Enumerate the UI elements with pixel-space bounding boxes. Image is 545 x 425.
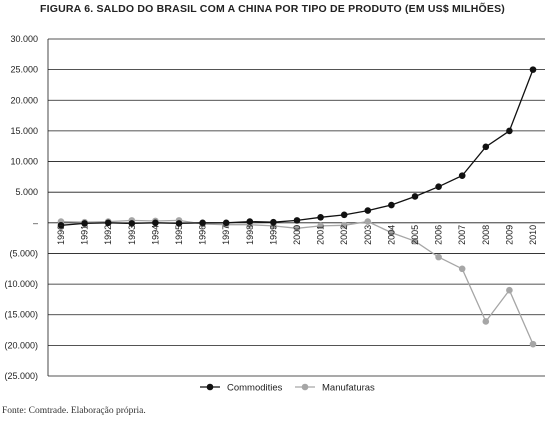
data-point-commodities	[246, 218, 254, 225]
data-point-manufaturas	[458, 265, 466, 273]
x-tick-label: 2004	[386, 225, 396, 245]
legend-marker-commodities	[206, 383, 214, 391]
source-note: Fonte: Comtrade. Elaboração própria.	[2, 406, 146, 416]
data-point-manufaturas	[293, 225, 301, 232]
x-tick-label: 1999	[268, 225, 278, 245]
data-point-manufaturas	[340, 221, 348, 229]
data-point-commodities	[506, 127, 513, 135]
data-point-manufaturas	[364, 218, 372, 225]
data-point-manufaturas	[411, 237, 419, 245]
legend: Commodities Manufaturas	[200, 383, 375, 394]
y-tick-label: 10.000	[10, 157, 38, 167]
data-point-commodities	[81, 220, 88, 227]
x-tick-label: 1996	[198, 225, 208, 245]
data-point-commodities	[435, 183, 442, 190]
x-tick-label: 1995	[174, 225, 184, 245]
x-tick-label: 1993	[127, 225, 137, 245]
x-tick-label: 2005	[410, 225, 420, 245]
x-tick-label: 1990	[56, 225, 66, 245]
data-point-commodities	[388, 201, 395, 209]
series-lines	[57, 66, 537, 348]
data-point-commodities	[364, 207, 372, 214]
data-point-manufaturas	[317, 222, 324, 230]
data-point-commodities	[104, 219, 112, 227]
x-tick-label: 2006	[434, 225, 444, 245]
x-tick-label: 1994	[150, 225, 160, 245]
legend-label-manufaturas: Manufaturas	[322, 383, 375, 394]
y-tick-label: (15.000)	[4, 310, 38, 320]
data-point-commodities	[199, 219, 206, 227]
y-tick-label: (10.000)	[4, 279, 38, 289]
x-tick-label: 2007	[457, 225, 467, 245]
x-tick-label: 1998	[245, 225, 255, 245]
y-tick-label: –	[33, 218, 38, 228]
x-tick-label: 2003	[363, 225, 373, 245]
y-tick-labels: 30.000 25.000 20.000 15.000 10.000 5.000 – (5.0…	[4, 34, 38, 381]
data-point-manufaturas	[529, 340, 537, 348]
x-tick-label: 2001	[316, 225, 326, 245]
x-tick-label: 1997	[221, 225, 231, 245]
data-point-commodities	[270, 218, 277, 226]
x-tick-label: 2002	[339, 225, 349, 245]
y-tick-label: (5.000)	[9, 248, 38, 258]
chart-title: FIGURA 6. SALDO DO BRASIL COM A CHINA PO…	[40, 3, 505, 15]
legend-marker-manufaturas	[301, 383, 309, 391]
y-tick-label: 25.000	[10, 65, 38, 75]
y-tick-label: 30.000	[10, 34, 38, 44]
data-point-commodities	[411, 193, 419, 200]
data-point-commodities	[317, 214, 324, 221]
data-point-commodities	[482, 143, 490, 151]
series-line-commodities	[60, 69, 534, 226]
x-tick-labels: 1990 1991 1992 1993 1994 1995 1996 1997 1998 1999…	[56, 225, 538, 245]
data-point-commodities	[222, 219, 230, 227]
data-point-commodities	[128, 220, 136, 227]
y-tick-label: 20.000	[10, 95, 38, 105]
y-tick-label: 5.000	[15, 187, 38, 197]
x-tick-label: 2010	[528, 225, 538, 245]
data-point-commodities	[57, 221, 65, 229]
data-point-commodities	[529, 66, 537, 73]
y-tick-label: (25.000)	[4, 371, 38, 381]
data-point-manufaturas	[388, 229, 395, 236]
x-tick-label: 2008	[481, 225, 491, 245]
data-point-commodities	[175, 220, 183, 227]
x-tick-label: 1992	[103, 225, 113, 245]
data-point-manufaturas	[482, 318, 490, 325]
y-tick-label: 15.000	[10, 126, 38, 136]
data-point-commodities	[340, 211, 348, 219]
data-point-commodities	[152, 219, 159, 227]
x-tick-label: 2000	[292, 225, 302, 245]
y-tick-label: (20.000)	[4, 340, 38, 350]
data-point-commodities	[458, 172, 466, 179]
data-point-manufaturas	[506, 286, 513, 294]
gridlines	[48, 38, 545, 377]
x-tick-label: 1991	[80, 225, 90, 245]
data-point-commodities	[293, 217, 301, 224]
data-point-manufaturas	[435, 253, 442, 261]
legend-label-commodities: Commodities	[227, 383, 283, 394]
x-tick-label: 2009	[504, 225, 514, 245]
